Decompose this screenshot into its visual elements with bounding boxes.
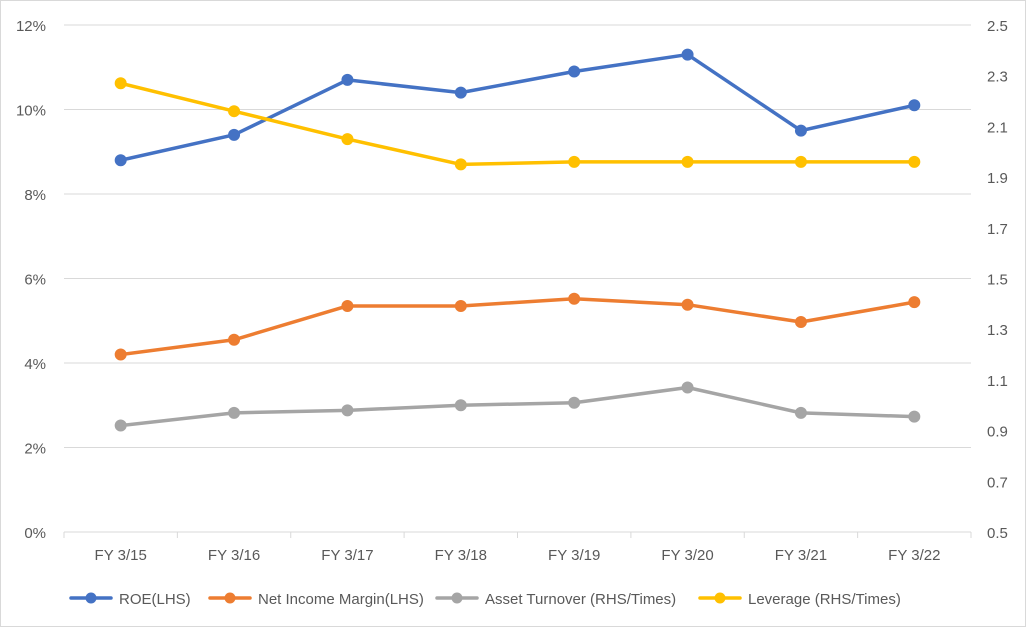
legend-label: Asset Turnover (RHS/Times) (485, 591, 676, 608)
legend-swatch-marker (85, 592, 97, 604)
legend-item: Asset Turnover (RHS/Times) (435, 591, 676, 608)
x-axis: FY 3/15 FY 3/16 FY 3/17 FY 3/18 FY 3/19 FY 3/… (63, 532, 972, 564)
y-axis-left: 0% 2% 4% 6% 8% 10% 12% (16, 18, 46, 542)
data-point (454, 299, 467, 312)
series-3 (114, 77, 921, 171)
legend-label: Leverage (RHS/Times) (748, 591, 901, 608)
series-2 (114, 381, 921, 432)
y-right-tick-label: 2.5 (987, 18, 1008, 35)
data-point (681, 298, 694, 311)
y-right-tick-label: 1.7 (987, 221, 1008, 238)
data-point (114, 419, 127, 432)
data-point (908, 99, 921, 112)
series-line (118, 81, 917, 167)
data-point (228, 406, 241, 419)
data-point (794, 406, 807, 419)
y-right-tick-label: 1.9 (987, 170, 1008, 187)
data-point (114, 348, 127, 361)
legend-swatch-marker (224, 592, 236, 604)
legend-swatch-marker (714, 592, 726, 604)
data-point (681, 48, 694, 61)
series-line (118, 52, 917, 162)
series-1 (114, 292, 921, 361)
data-point (341, 404, 354, 417)
legend: ROE(LHS) Net Income Margin(LHS) Asset Turn… (69, 591, 901, 608)
y-left-tick-label: 0% (24, 525, 46, 542)
data-point (114, 154, 127, 167)
data-point (568, 155, 581, 168)
y-right-tick-label: 0.5 (987, 525, 1008, 542)
data-point (908, 296, 921, 309)
x-tick-label: FY 3/22 (888, 547, 940, 564)
x-tick-label: FY 3/21 (775, 547, 827, 564)
y-right-tick-label: 2.1 (987, 119, 1008, 136)
legend-item: Leverage (RHS/Times) (698, 591, 901, 608)
y-left-tick-label: 2% (24, 441, 46, 458)
y-left-tick-label: 8% (24, 187, 46, 204)
data-point (228, 333, 241, 346)
data-point (454, 399, 467, 412)
y-left-tick-label: 12% (16, 18, 46, 35)
data-point (228, 105, 241, 118)
data-point (908, 410, 921, 423)
x-tick-label: FY 3/20 (661, 547, 713, 564)
series-0 (114, 48, 921, 167)
series-line (118, 297, 917, 357)
y-right-tick-label: 0.7 (987, 474, 1008, 491)
data-point (454, 86, 467, 99)
data-point (568, 65, 581, 78)
data-point (681, 155, 694, 168)
legend-item: Net Income Margin(LHS) (208, 591, 424, 608)
legend-label: ROE(LHS) (119, 591, 191, 608)
y-axis-right: 0.5 0.7 0.9 1.1 1.3 1.5 1.7 1.9 2.1 2.3 2.5 (987, 18, 1008, 542)
x-tick-label: FY 3/16 (208, 547, 260, 564)
data-point (454, 158, 467, 171)
x-tick-label: FY 3/19 (548, 547, 600, 564)
data-point (681, 381, 694, 394)
legend-item: ROE(LHS) (69, 591, 191, 608)
y-right-tick-label: 1.3 (987, 322, 1008, 339)
series-layer (114, 48, 921, 432)
series-line (118, 385, 917, 428)
data-point (114, 77, 127, 90)
x-tick-label: FY 3/15 (95, 547, 147, 564)
data-point (341, 299, 354, 312)
data-point (568, 396, 581, 409)
y-right-tick-label: 1.1 (987, 373, 1008, 390)
y-right-tick-label: 0.9 (987, 424, 1008, 441)
y-right-tick-label: 2.3 (987, 69, 1008, 86)
y-left-tick-label: 6% (24, 272, 46, 289)
data-point (908, 155, 921, 168)
data-point (794, 155, 807, 168)
y-left-tick-label: 10% (16, 103, 46, 120)
data-point (794, 316, 807, 329)
data-point (228, 128, 241, 141)
data-point (568, 292, 581, 305)
data-point (794, 124, 807, 137)
x-tick-label: FY 3/18 (435, 547, 487, 564)
y-left-tick-label: 4% (24, 356, 46, 373)
legend-label: Net Income Margin(LHS) (258, 591, 424, 608)
y-right-tick-label: 1.5 (987, 272, 1008, 289)
legend-swatch-marker (451, 592, 463, 604)
data-point (341, 73, 354, 86)
data-point (341, 133, 354, 146)
x-tick-label: FY 3/17 (321, 547, 373, 564)
gridlines (64, 24, 971, 533)
